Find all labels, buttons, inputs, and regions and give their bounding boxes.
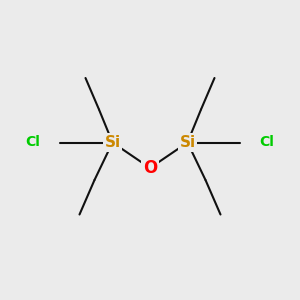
Text: Si: Si [104, 135, 121, 150]
Text: Cl: Cl [260, 136, 274, 149]
Text: Si: Si [179, 135, 196, 150]
Text: O: O [143, 159, 157, 177]
Text: Cl: Cl [26, 136, 40, 149]
